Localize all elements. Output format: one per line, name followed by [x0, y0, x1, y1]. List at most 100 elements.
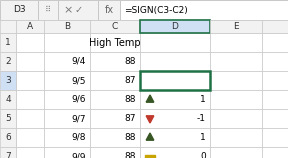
Bar — [16, 20, 44, 33]
Bar — [90, 33, 140, 52]
Bar — [140, 147, 210, 158]
Bar — [0, 109, 16, 128]
Text: 87: 87 — [124, 114, 136, 123]
Text: High Temp: High Temp — [89, 37, 141, 48]
Text: 9/7: 9/7 — [71, 114, 86, 123]
Text: E: E — [233, 22, 239, 31]
Polygon shape — [146, 116, 154, 123]
Bar — [44, 128, 90, 147]
Bar — [140, 20, 210, 33]
Bar — [44, 71, 90, 90]
Text: 3: 3 — [5, 76, 11, 85]
Bar — [44, 52, 90, 71]
Bar — [16, 128, 44, 147]
Bar — [90, 109, 140, 128]
Bar — [16, 109, 44, 128]
Bar — [58, 0, 98, 20]
Text: 9/5: 9/5 — [71, 76, 86, 85]
Bar — [16, 33, 44, 52]
Bar — [90, 147, 140, 158]
Text: 1: 1 — [200, 95, 206, 104]
Text: 2: 2 — [5, 57, 11, 66]
Bar — [16, 147, 44, 158]
Text: A: A — [27, 22, 33, 31]
Bar — [210, 52, 262, 71]
Text: 1: 1 — [5, 38, 11, 47]
Bar — [90, 128, 140, 147]
Bar — [0, 20, 16, 33]
Bar — [210, 71, 262, 90]
Text: 5: 5 — [5, 114, 11, 123]
Bar — [90, 52, 140, 71]
Bar — [210, 90, 262, 109]
Bar — [16, 71, 44, 90]
Bar — [90, 90, 140, 109]
Bar — [44, 33, 90, 52]
Bar — [210, 33, 262, 52]
Bar — [262, 128, 288, 147]
Bar — [140, 71, 210, 90]
Bar — [262, 71, 288, 90]
Text: 4: 4 — [5, 95, 11, 104]
Text: ⠿: ⠿ — [45, 4, 51, 13]
Text: 0: 0 — [200, 152, 206, 158]
Text: fx: fx — [105, 5, 113, 15]
Text: D: D — [172, 22, 179, 31]
Polygon shape — [146, 133, 154, 140]
Bar — [140, 90, 210, 109]
Text: 88: 88 — [124, 133, 136, 142]
Bar — [262, 109, 288, 128]
Text: ×: × — [63, 5, 73, 15]
Text: 9/8: 9/8 — [71, 133, 86, 142]
Bar — [145, 155, 155, 158]
Bar — [44, 109, 90, 128]
Bar — [90, 20, 140, 33]
Text: C: C — [112, 22, 118, 31]
Bar — [262, 20, 288, 33]
Bar — [44, 147, 90, 158]
Bar — [0, 90, 16, 109]
Text: 7: 7 — [5, 152, 11, 158]
Bar — [140, 33, 210, 52]
Bar — [98, 0, 120, 20]
Text: 9/6: 9/6 — [71, 95, 86, 104]
Text: =SIGN(C3-C2): =SIGN(C3-C2) — [124, 6, 188, 15]
Bar — [140, 128, 210, 147]
Bar — [0, 147, 16, 158]
Text: 1: 1 — [200, 133, 206, 142]
Text: 9/4: 9/4 — [72, 57, 86, 66]
Bar — [0, 33, 16, 52]
Bar — [0, 0, 38, 20]
Text: -1: -1 — [197, 76, 206, 85]
Bar — [0, 128, 16, 147]
Text: 9/9: 9/9 — [71, 152, 86, 158]
Text: D3: D3 — [13, 6, 25, 15]
Text: -1: -1 — [197, 114, 206, 123]
Bar — [140, 52, 210, 71]
Text: 6: 6 — [5, 133, 11, 142]
Bar — [38, 0, 58, 20]
Bar — [16, 90, 44, 109]
Text: 88: 88 — [124, 152, 136, 158]
Bar — [44, 90, 90, 109]
Bar — [210, 20, 262, 33]
Polygon shape — [146, 95, 154, 102]
Text: B: B — [64, 22, 70, 31]
Bar — [90, 71, 140, 90]
Text: ✓: ✓ — [75, 5, 83, 15]
Bar — [210, 109, 262, 128]
Bar — [140, 109, 210, 128]
Bar — [0, 52, 16, 71]
Bar — [16, 52, 44, 71]
Bar — [262, 33, 288, 52]
Bar — [210, 128, 262, 147]
Text: 87: 87 — [124, 76, 136, 85]
Text: 88: 88 — [124, 95, 136, 104]
Bar — [262, 52, 288, 71]
Bar — [262, 147, 288, 158]
Bar — [210, 147, 262, 158]
Text: 88: 88 — [124, 57, 136, 66]
Bar — [44, 20, 90, 33]
Bar — [0, 71, 16, 90]
Polygon shape — [146, 78, 154, 85]
